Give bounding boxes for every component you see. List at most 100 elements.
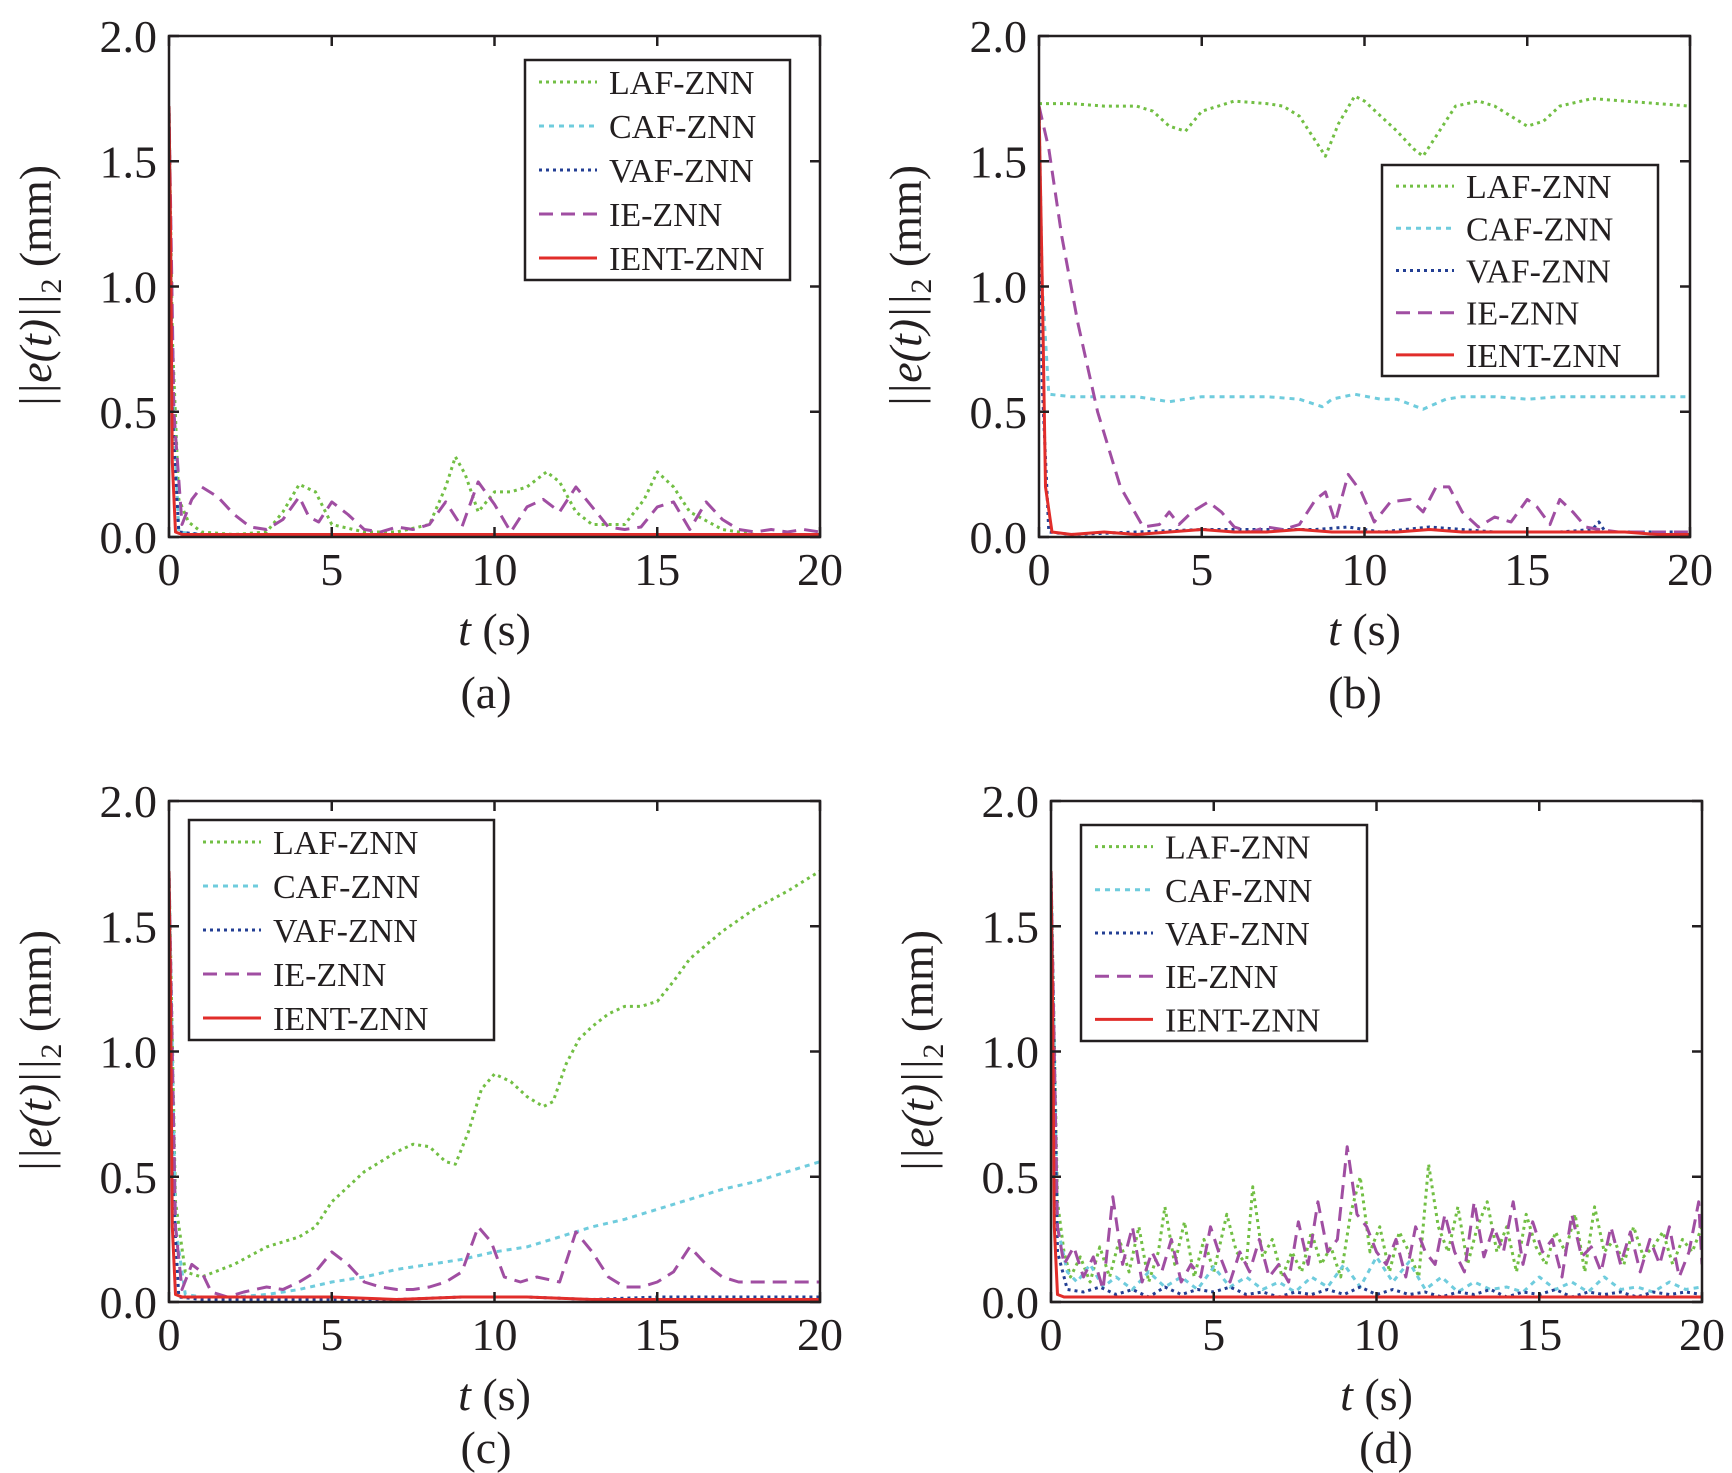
y-tick-label: 2.0 [100,776,158,827]
y-tick-label: 0.5 [100,1152,158,1203]
x-axis-label-var: t [1340,1369,1354,1420]
series-line-ient-znn [1039,106,1690,536]
legend-label: VAF-ZNN [1466,254,1611,291]
x-tick-label: 10 [472,544,518,595]
x-tick-label: 5 [320,1309,343,1360]
panel-caption: (d) [1359,1422,1413,1473]
y-tick-label: 1.0 [970,262,1028,313]
y-tick-label: 0.0 [970,512,1028,563]
x-axis-label: t (s) [458,604,531,655]
legend-label: VAF-ZNN [273,913,418,950]
y-tick-label: 1.5 [100,901,158,952]
y-axis-label-unit: (mm) [10,930,61,1044]
legend-label: IE-ZNN [1165,959,1278,996]
y-tick-label: 0.0 [100,512,158,563]
x-axis-label-var: t [458,604,472,655]
legend-label: CAF-ZNN [273,869,420,906]
legend-label: LAF-ZNN [273,825,418,862]
x-tick-label: 0 [158,544,181,595]
y-axis-label-norm: ||e(t)|| [10,294,61,408]
series-line-laf-znn [1039,94,1690,158]
panel-caption: (a) [460,667,511,718]
x-tick-label: 10 [1342,544,1388,595]
y-axis-label-unit: (mm) [880,165,931,279]
x-tick-label: 0 [1028,544,1051,595]
x-axis-label: t (s) [1328,604,1401,655]
x-axis-label-unit: (s) [471,1369,531,1420]
x-axis-label-unit: (s) [1341,604,1401,655]
x-tick-label: 5 [1190,544,1213,595]
y-tick-label: 2.0 [100,11,158,62]
x-tick-label: 20 [797,544,843,595]
legend-box [1079,823,1369,1043]
y-tick-label: 1.0 [100,1027,158,1078]
legend-label: IENT-ZNN [609,241,765,278]
legend-label: IE-ZNN [273,957,386,994]
y-axis-label: ||e(t)||2 (mm) [10,165,68,408]
legend-label: CAF-ZNN [1165,873,1312,910]
legend: LAF-ZNN CAF-ZNN VAF-ZNN IE-ZNN IENT-ZNN [1079,823,1369,1043]
legend-label: CAF-ZNN [1466,211,1613,248]
y-tick-label: 1.5 [970,136,1028,187]
x-tick-label: 20 [1667,544,1713,595]
series-line-ient-znn [169,871,820,1301]
x-tick-label: 20 [797,1309,843,1360]
legend-label: IENT-ZNN [1165,1002,1321,1039]
x-tick-label: 5 [320,544,343,595]
x-tick-label: 20 [1679,1309,1725,1360]
x-axis-label: t (s) [458,1369,531,1420]
y-tick-label: 1.5 [982,901,1040,952]
y-axis-label: ||e(t)||2 (mm) [10,930,68,1173]
legend-label: LAF-ZNN [1165,830,1310,867]
y-axis-label-unit: (mm) [892,930,943,1044]
series-line-ie-znn [1051,871,1702,1291]
y-tick-label: 0.0 [100,1277,158,1328]
x-axis-label-var: t [1328,604,1342,655]
legend-label: IENT-ZNN [273,1001,429,1038]
y-axis-label-sub: 2 [35,279,68,294]
series-line-laf-znn [169,869,820,1279]
y-axis-label: ||e(t)||2 (mm) [880,165,938,408]
y-axis-label-norm: ||e(t)|| [880,294,931,408]
chart-panel-c: 0 5 10 15 20 0.0 0.5 1.0 1.5 2.0 t (s) ||e(t)||2 (m… [10,776,843,1473]
legend-label: LAF-ZNN [1466,169,1611,206]
x-tick-label: 10 [472,1309,518,1360]
series-line-ie-znn [169,106,820,534]
y-tick-label: 1.0 [100,262,158,313]
y-axis-label-unit: (mm) [10,165,61,279]
panel-caption: (b) [1328,667,1382,718]
x-tick-label: 5 [1202,1309,1225,1360]
y-axis-label-sub: 2 [905,279,938,294]
y-tick-label: 1.0 [982,1027,1040,1078]
x-tick-label: 15 [1516,1309,1562,1360]
x-axis-label-unit: (s) [1353,1369,1413,1420]
legend-box [1380,163,1660,378]
legend-label: IE-ZNN [609,197,722,234]
chart-panel-d: 0 5 10 15 20 0.0 0.5 1.0 1.5 2.0 t (s) ||e(t)||2 (m… [892,776,1725,1473]
panel-caption: (c) [460,1422,511,1473]
x-tick-label: 15 [634,544,680,595]
legend-label: VAF-ZNN [1165,916,1310,953]
legend: LAF-ZNN CAF-ZNN VAF-ZNN IE-ZNN IENT-ZNN [523,58,792,282]
x-tick-label: 15 [1504,544,1550,595]
legend: LAF-ZNN CAF-ZNN VAF-ZNN IE-ZNN IENT-ZNN [187,818,496,1042]
series-line-laf-znn [1051,871,1702,1284]
chart-panel-a: 0 5 10 15 20 0.0 0.5 1.0 1.5 2.0 t (s) ||e(t)||2 (m… [10,11,843,718]
x-axis-label-unit: (s) [471,604,531,655]
x-tick-label: 15 [634,1309,680,1360]
chart-panel-b: 0 5 10 15 20 0.0 0.5 1.0 1.5 2.0 t (s) ||e(t)||2 (m… [880,11,1713,718]
y-axis-label: ||e(t)||2 (mm) [892,930,950,1173]
y-axis-label-norm: ||e(t)|| [892,1059,943,1173]
y-tick-label: 0.5 [970,387,1028,438]
x-tick-label: 0 [158,1309,181,1360]
y-tick-label: 0.5 [982,1152,1040,1203]
legend-label: CAF-ZNN [609,109,756,146]
x-tick-label: 0 [1040,1309,1063,1360]
x-tick-label: 10 [1354,1309,1400,1360]
y-tick-label: 0.5 [100,387,158,438]
series-line-caf-znn [1039,106,1690,411]
series-line-ie-znn [1039,105,1690,534]
y-axis-label-norm: ||e(t)|| [10,1059,61,1173]
y-tick-label: 2.0 [970,11,1028,62]
